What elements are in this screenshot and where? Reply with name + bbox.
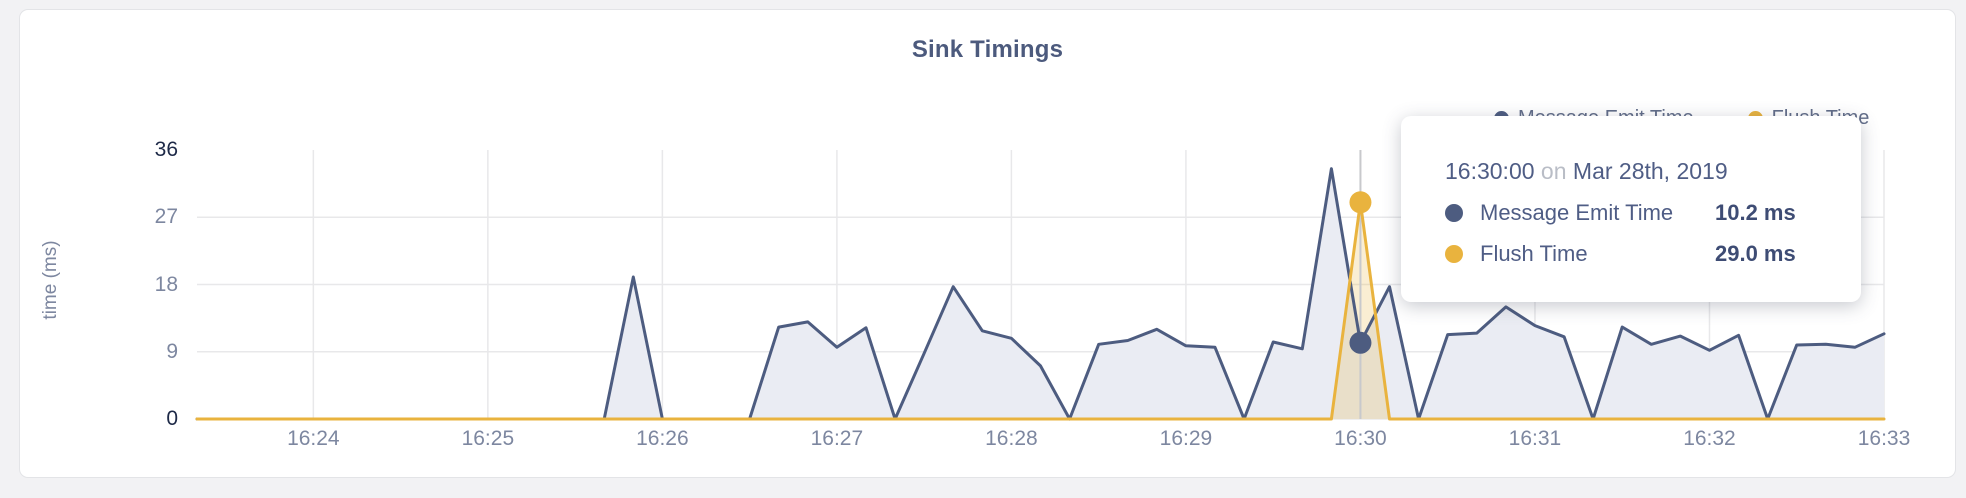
tooltip-header: 16:30:00 on Mar 28th, 2019 bbox=[1445, 158, 1861, 185]
tooltip-series-value: 10.2 ms bbox=[1715, 200, 1796, 225]
y-tick-label: 18 bbox=[154, 272, 178, 296]
chart-title: Sink Timings bbox=[911, 36, 1064, 63]
tooltip-series-value: 29.0 ms bbox=[1715, 241, 1796, 266]
x-tick-label: 16:33 bbox=[1857, 427, 1911, 450]
series-area-message-emit-time bbox=[197, 168, 1884, 419]
tooltip-date: Mar 28th, 2019 bbox=[1572, 158, 1728, 184]
x-tick-label: 16:24 bbox=[287, 427, 340, 450]
x-tick-label: 16:31 bbox=[1508, 427, 1562, 450]
x-tick-label: 16:28 bbox=[985, 427, 1038, 450]
y-tick-label: 27 bbox=[154, 205, 178, 229]
y-tick-label: 0 bbox=[166, 407, 178, 430]
x-tick-label: 16:32 bbox=[1683, 427, 1736, 450]
series-dot-icon bbox=[1445, 245, 1463, 263]
series-line-flush-time bbox=[195, 200, 1886, 421]
tooltip-row: Flush Time 29.0 ms bbox=[1445, 241, 1861, 267]
tooltip-time: 16:30:00 bbox=[1445, 158, 1535, 184]
y-tick-label: 36 bbox=[154, 138, 178, 161]
active-point-flush-time bbox=[1349, 191, 1372, 214]
tooltip-series-label: Message Emit Time bbox=[1480, 200, 1674, 225]
x-tick-label: 16:27 bbox=[810, 427, 864, 450]
chart-card: Sink Timings time (ms) 0 9 18 27 36 16:24 16:… bbox=[19, 9, 1956, 478]
tooltip-row: Message Emit Time 10.2 ms bbox=[1445, 200, 1861, 226]
series-dot-icon bbox=[1445, 204, 1463, 222]
y-axis-title: time (ms) bbox=[40, 240, 61, 320]
tooltip-connector: on bbox=[1540, 158, 1567, 184]
x-tick-label: 16:26 bbox=[636, 427, 689, 450]
x-tick-label: 16:25 bbox=[461, 427, 515, 450]
active-point-message-emit-time bbox=[1349, 331, 1372, 354]
tooltip-series-label: Flush Time bbox=[1480, 241, 1588, 266]
x-tick-label: 16:30 bbox=[1334, 427, 1387, 450]
x-tick-label: 16:29 bbox=[1159, 427, 1213, 450]
chart-tooltip: 16:30:00 on Mar 28th, 2019 Message Emit … bbox=[1401, 116, 1861, 302]
y-tick-label: 9 bbox=[166, 339, 178, 363]
